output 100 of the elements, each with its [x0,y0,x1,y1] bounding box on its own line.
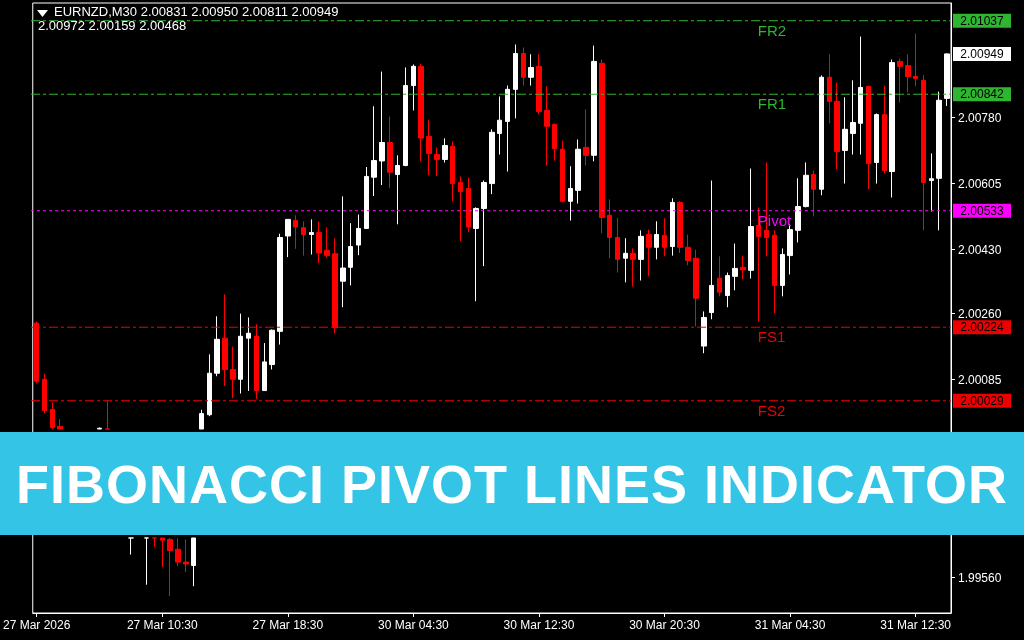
candlestick [513,43,518,119]
candlestick [827,53,832,124]
candlestick [183,538,189,573]
candlestick [128,537,134,556]
candlestick [222,293,228,387]
candlestick [544,85,550,166]
y-tick-label: 1.99560 [958,570,1002,585]
candlestick [568,165,573,222]
candlestick [371,105,377,197]
candlestick [921,74,926,231]
candlestick [57,418,63,430]
candlestick [654,220,659,260]
text: 2.00533 [960,203,1005,218]
candlestick [254,323,259,400]
candlestick [34,321,39,384]
candlestick [301,220,306,257]
candlestick [466,177,471,233]
candlestick [670,197,675,257]
candlestick [811,169,816,217]
candlestick [623,237,628,283]
candlestick [858,36,863,156]
candlestick [528,53,534,87]
candlestick [238,313,243,395]
candlestick [505,85,510,173]
candlestick [905,53,911,93]
candlestick [434,146,440,177]
candlestick [348,222,353,286]
candlestick [740,255,746,280]
candlestick [803,161,809,208]
candlestick [685,233,691,266]
candlestick [175,537,181,567]
candlestick [364,166,369,229]
ref-line-label: FR1 [757,95,787,113]
candlestick [693,249,699,327]
candlestick [42,373,47,415]
candlestick [756,206,761,323]
candlestick [144,537,149,586]
candlestick [701,310,707,354]
candlestick [646,229,652,277]
candlestick [191,537,196,587]
x-tick-label: 31 Mar 04:30 [754,618,826,632]
ref-line-label: FS1 [757,328,786,346]
candlestick [575,138,581,205]
candlestick [50,401,55,430]
candlestick [167,537,173,597]
candlestick [97,427,102,430]
candlestick [473,206,479,302]
candlestick [411,63,416,111]
candlestick [152,537,157,548]
candlestick [725,272,730,308]
candlestick [340,195,346,308]
candlestick [709,180,714,320]
x-tick-label: 27 Mar 10:30 [126,618,198,632]
candlestick [105,399,110,430]
candlestick [599,59,605,234]
text: 2.00842 [960,87,1005,102]
y-tick-label: 2.00605 [958,176,1002,191]
candlestick [356,214,361,256]
candlestick [442,137,448,163]
candlestick [324,226,330,259]
candlestick [293,214,298,250]
text: 2.00949 [960,46,1005,61]
candlestick [458,175,463,242]
candlestick [748,168,754,280]
x-tick-label: 30 Mar 12:30 [503,618,575,632]
x-tick-label: 31 Mar 12:30 [880,618,952,632]
candlestick [403,66,408,167]
candlestick [497,96,502,156]
candlestick [316,220,322,264]
candlestick [677,200,683,254]
ref-line-label: FR2 [757,21,787,39]
candlestick [842,96,848,185]
candlestick [819,74,824,196]
candlestick [269,328,275,370]
text: 2.01037 [960,13,1005,28]
candlestick [874,112,879,185]
candlestick [160,537,165,568]
x-tick-label: 27 Mar 2026 [2,618,71,632]
candlestick [214,315,220,377]
candlestick [332,237,338,334]
candlestick [866,85,871,190]
candlestick [262,342,267,392]
y-tick-label: 2.00085 [958,372,1002,387]
ref-line-label: FS2 [757,401,786,419]
candlestick [536,53,542,115]
candlestick [450,140,455,202]
candlestick [717,255,722,297]
candlestick [379,71,385,186]
candlestick [418,63,424,162]
candlestick [662,217,667,257]
candlestick [481,180,487,267]
candlestick [780,247,785,297]
candlestick [897,57,903,104]
x-tick-label: 30 Mar 20:30 [629,618,701,632]
candlestick [732,243,738,291]
candlestick [834,82,840,170]
annotation: 2.00972 2.00159 2.00468 [38,18,187,33]
candlestick [277,233,283,346]
candlestick [638,229,644,281]
candlestick [615,217,620,274]
